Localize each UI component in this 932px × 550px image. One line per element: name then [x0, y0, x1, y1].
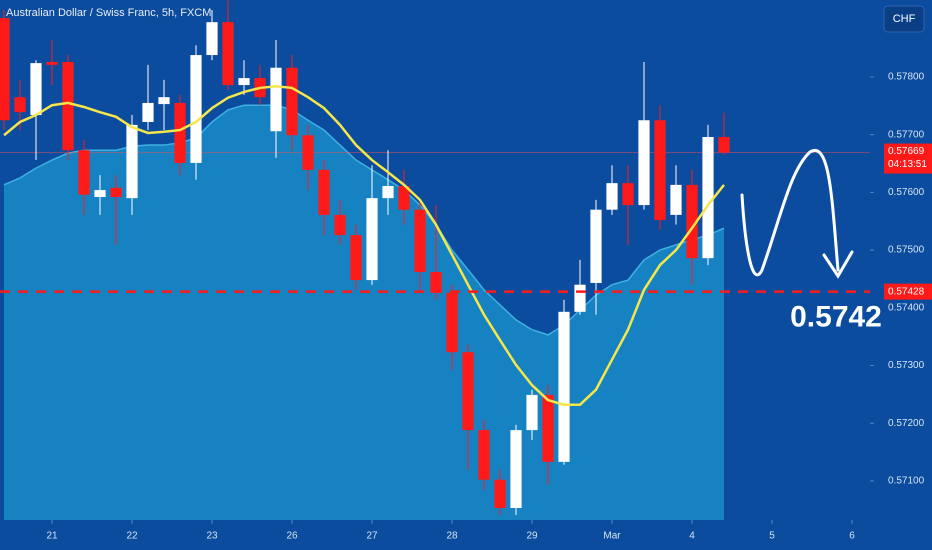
candle-body [62, 61, 74, 151]
candle-body [110, 187, 122, 197]
y-tick-label: 0.57500 [888, 245, 925, 256]
band-upper-line [3, 104, 725, 336]
y-tick-label: 0.57400 [888, 302, 925, 313]
candle-body [510, 430, 522, 508]
level-label-box [884, 283, 932, 300]
x-tick-label: 26 [286, 531, 298, 542]
candle-body [558, 311, 570, 462]
x-tick-label: 5 [769, 531, 775, 542]
candle-body [190, 55, 202, 163]
candle-body [398, 186, 410, 210]
annotation: 0.5742 [790, 301, 882, 334]
candle-body [686, 184, 698, 259]
last-price-label: 0.57669 [888, 146, 925, 157]
candle-body [446, 292, 458, 353]
candle-body [670, 184, 682, 215]
candle-body [286, 67, 298, 136]
candle-body [414, 209, 426, 273]
candle-body [46, 61, 58, 65]
candle-body [590, 209, 602, 283]
candle-body [430, 272, 442, 293]
candle-body [14, 97, 26, 113]
candle-body [542, 394, 554, 462]
x-tick-label: 28 [446, 531, 458, 542]
candle-body [78, 150, 90, 195]
arrow-head [822, 250, 854, 279]
candle-body [174, 102, 186, 163]
x-tick-label: 4 [689, 531, 695, 542]
x-tick-label: 27 [366, 531, 378, 542]
candle-body [622, 183, 634, 206]
candle-body [270, 67, 282, 132]
level-label: 0.57428 [888, 286, 925, 297]
y-tick-label: 0.57700 [888, 129, 925, 140]
y-tick-label: 0.57300 [888, 360, 925, 371]
y-tick-label: 0.57600 [888, 187, 925, 198]
chart-title: Australian Dollar / Swiss Franc, 5h, FXC… [6, 7, 211, 19]
currency-label[interactable]: CHF [893, 13, 916, 25]
last-price-box [884, 143, 932, 174]
y-tick-label: 0.57800 [888, 72, 925, 83]
candle-body [478, 430, 490, 480]
currency-button[interactable] [883, 5, 925, 33]
x-tick-label: 21 [46, 531, 58, 542]
candle-body [302, 135, 314, 170]
candle-body [0, 18, 10, 121]
candle-body [206, 22, 218, 56]
x-tick-label: 29 [526, 531, 538, 542]
x-tick-label: 23 [206, 531, 218, 542]
candle-body [718, 136, 730, 153]
candle-body [366, 198, 378, 281]
x-tick-label: Mar [603, 531, 621, 542]
moving-average [3, 84, 725, 406]
candle-body [526, 394, 538, 431]
candle-body [238, 78, 250, 86]
candle-body [494, 479, 506, 508]
candle-body [702, 136, 714, 259]
candle-body [606, 183, 618, 210]
candle-body [334, 214, 346, 236]
candle-body [222, 22, 234, 86]
plot-area [0, 0, 870, 520]
candle-body [142, 102, 154, 122]
candle-body [94, 190, 106, 197]
candle-body [382, 186, 394, 199]
candle-body [30, 63, 42, 116]
candle-body [654, 120, 666, 221]
y-tick-label: 0.57200 [888, 418, 925, 429]
candle-body [350, 235, 362, 281]
candle-body [574, 284, 586, 312]
y-tick-label: 0.57100 [888, 476, 925, 487]
candle-body [462, 352, 474, 431]
x-tick-label: 6 [849, 531, 855, 542]
x-tick-label: 22 [126, 531, 138, 542]
forecast-arrow [740, 149, 840, 277]
candle-body [158, 97, 170, 105]
candle-body [638, 120, 650, 206]
countdown-label: 04:13:51 [888, 159, 927, 170]
candle-body [126, 124, 138, 199]
candle-body [318, 169, 330, 215]
